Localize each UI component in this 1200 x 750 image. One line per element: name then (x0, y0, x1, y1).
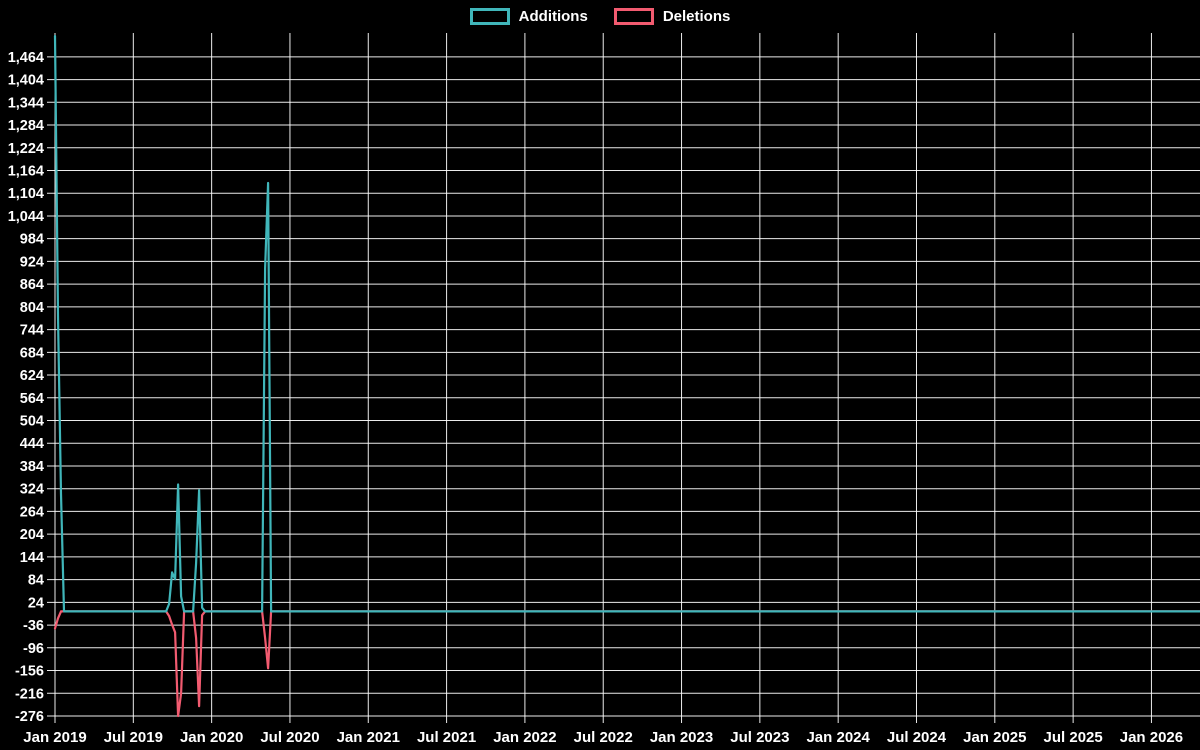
y-tick-label: 1,104 (8, 186, 44, 202)
y-tick-label: 324 (20, 482, 44, 498)
y-tick-label: 84 (28, 573, 44, 589)
x-tick-label: Jan 2023 (650, 729, 713, 746)
x-tick-label: Jan 2024 (806, 729, 870, 746)
additions-line (53, 34, 1200, 613)
y-tick-label: 984 (20, 232, 44, 248)
x-tick-label: Jul 2019 (104, 729, 163, 746)
y-tick-label: 804 (20, 300, 44, 316)
x-tick-label: Jan 2020 (180, 729, 243, 746)
x-tick-label: Jan 2021 (337, 729, 400, 746)
x-tick-label: Jan 2022 (493, 729, 556, 746)
y-tick-label: 624 (20, 368, 44, 384)
deletions-line (53, 610, 1200, 718)
y-tick-label: 24 (28, 595, 44, 611)
y-tick-label: -276 (15, 709, 44, 725)
chart-legend: Additions Deletions (0, 8, 1200, 25)
y-tick-label: 1,044 (8, 209, 44, 225)
x-tick-label: Jul 2022 (574, 729, 633, 746)
y-tick-label: 444 (20, 436, 44, 452)
x-tick-label: Jul 2021 (417, 729, 476, 746)
deletions-swatch-icon (613, 8, 654, 25)
x-tick-label: Jul 2020 (260, 729, 319, 746)
x-tick-label: Jan 2019 (23, 729, 86, 746)
y-tick-label: 384 (20, 459, 44, 475)
y-tick-label: -36 (23, 618, 44, 634)
legend-item-additions[interactable]: Additions (469, 8, 588, 25)
y-tick-label: 1,284 (8, 118, 44, 134)
x-tick-label: Jan 2026 (1120, 729, 1183, 746)
y-tick-label: 744 (20, 323, 44, 339)
y-tick-label: 1,164 (8, 163, 44, 179)
y-tick-label: 864 (20, 277, 44, 293)
y-tick-label: 1,404 (8, 73, 44, 89)
y-tick-label: 144 (20, 550, 44, 566)
y-tick-label: 564 (20, 391, 44, 407)
y-tick-label: -216 (15, 686, 44, 702)
y-tick-label: 204 (20, 527, 44, 543)
additions-swatch-icon (469, 8, 510, 25)
x-tick-label: Jul 2025 (1044, 729, 1103, 746)
y-tick-label: 924 (20, 254, 44, 270)
y-tick-label: 1,464 (8, 50, 44, 66)
legend-label-deletions: Deletions (662, 8, 731, 25)
legend-label-additions: Additions (518, 8, 588, 25)
x-tick-label: Jul 2023 (730, 729, 789, 746)
legend-item-deletions[interactable]: Deletions (613, 8, 731, 25)
y-tick-label: -156 (15, 664, 44, 680)
y-tick-label: 1,344 (8, 95, 44, 111)
y-tick-label: -96 (23, 641, 44, 657)
y-tick-label: 264 (20, 504, 44, 520)
x-tick-label: Jan 2025 (963, 729, 1026, 746)
y-tick-label: 504 (20, 414, 44, 430)
y-tick-label: 684 (20, 345, 44, 361)
x-tick-label: Jul 2024 (887, 729, 947, 746)
y-tick-label: 1,224 (8, 141, 44, 157)
